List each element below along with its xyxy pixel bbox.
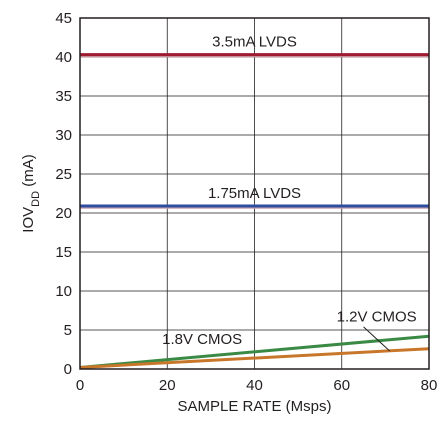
y-tick-label: 5 bbox=[64, 322, 72, 339]
x-axis-label: SAMPLE RATE (Msps) bbox=[178, 398, 332, 415]
plot-frame bbox=[79, 17, 430, 370]
y-tick-label: 10 bbox=[55, 283, 72, 300]
y-tick-label: 30 bbox=[55, 127, 72, 144]
leader-line-1-2v-cmos bbox=[363, 326, 391, 352]
y-tick-label: 40 bbox=[55, 49, 72, 66]
series-label-3-5ma-lvds: 3.5mA LVDS bbox=[212, 34, 297, 51]
y-axis-label-main: IOV bbox=[20, 207, 37, 233]
y-tick-label: 25 bbox=[55, 166, 72, 183]
series-label-1-75ma-lvds: 1.75mA LVDS bbox=[208, 185, 301, 202]
y-tick-label: 0 bbox=[64, 361, 72, 378]
y-tick-labels: 0 5 10 15 20 25 30 35 40 45 bbox=[55, 10, 72, 378]
y-axis-label: IOVDD (mA) bbox=[20, 154, 42, 232]
y-tick-label: 20 bbox=[55, 205, 72, 222]
x-tick-label: 60 bbox=[333, 377, 350, 394]
series-lines bbox=[79, 53, 430, 369]
x-tick-label: 0 bbox=[76, 377, 84, 394]
x-tick-label: 80 bbox=[421, 377, 437, 394]
y-tick-label: 35 bbox=[55, 88, 72, 105]
series-line-3 bbox=[79, 334, 430, 369]
x-tick-labels: 0 20 40 60 80 bbox=[76, 377, 437, 394]
grid bbox=[80, 18, 429, 369]
series-label-1-2v-cmos: 1.2V CMOS bbox=[337, 308, 417, 325]
y-axis-label-unit: (mA) bbox=[20, 154, 37, 191]
series-line-4 bbox=[79, 347, 430, 369]
x-tick-label: 40 bbox=[246, 377, 263, 394]
y-axis-label-subscript: DD bbox=[30, 191, 42, 207]
y-tick-label: 45 bbox=[55, 10, 72, 27]
series-label-1-8v-cmos: 1.8V CMOS bbox=[162, 331, 242, 348]
y-tick-label: 15 bbox=[55, 244, 72, 261]
x-tick-label: 20 bbox=[159, 377, 176, 394]
